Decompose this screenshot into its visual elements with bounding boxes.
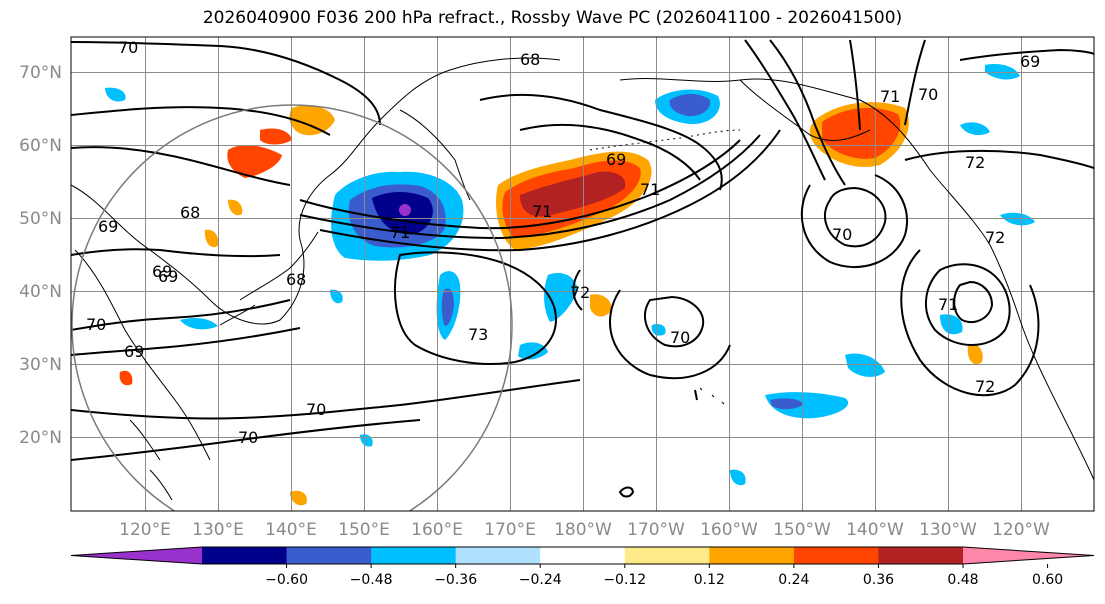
contour-label: 69: [98, 217, 118, 236]
lon-label: 170°E: [484, 520, 536, 540]
contour-label: 70: [118, 38, 138, 57]
colorbar-tick-label: −0.48: [350, 572, 393, 588]
refractivity-contours: [71, 39, 1094, 498]
colorbar-tick-label: −0.60: [265, 572, 308, 588]
contour-labels: 70 68 69 71 72 70 70 69 68 69 69 71 69 7…: [86, 38, 1040, 447]
lon-label: 130°W: [919, 520, 977, 540]
lon-label: 120°E: [119, 520, 171, 540]
contour-label: 70: [86, 315, 106, 334]
colorbar-tick-label: 0.24: [778, 572, 809, 588]
lon-label: 140°E: [265, 520, 317, 540]
contour-label: 73: [468, 325, 488, 344]
contour-label: 71: [390, 223, 410, 242]
colorbar-tick-label: −0.36: [434, 572, 477, 588]
lon-label: 160°W: [700, 520, 758, 540]
contour-label: 71: [532, 202, 552, 221]
lon-label: 150°W: [773, 520, 831, 540]
colorbar-segment: [624, 547, 710, 564]
contour-label: 69: [158, 267, 178, 286]
contour-label: 71: [640, 180, 660, 199]
colorbar-tick-label: 0.48: [947, 572, 978, 588]
colorbar: −0.60 −0.48 −0.36 −0.24 −0.12 0.12 0.24 0.36 0.4…: [70, 546, 1095, 588]
figure-title: 2026040900 F036 200 hPa refract., Rossby…: [202, 8, 903, 28]
colorbar-tick-label: −0.12: [603, 572, 646, 588]
contour-label: 71: [938, 295, 958, 314]
lon-label: 160°E: [411, 520, 463, 540]
lat-label-20n: 20°N: [19, 428, 62, 448]
contour-label: 70: [918, 85, 938, 104]
contour-label: 70: [238, 428, 258, 447]
colorbar-extend-low: [71, 547, 202, 564]
colorbar-segment: [202, 547, 288, 564]
coastlines: [71, 57, 1094, 501]
colorbar-outline: [70, 546, 1095, 565]
contour-label: 72: [570, 283, 590, 302]
colorbar-segment: [455, 547, 541, 564]
colorbar-segment: [371, 547, 457, 564]
contour-label: 68: [520, 50, 540, 69]
contour-label: 72: [975, 377, 995, 396]
contour-label: 71: [880, 87, 900, 106]
colorbar-segment: [286, 547, 372, 564]
colorbar-tick-label: 0.60: [1032, 572, 1063, 588]
lon-label: 180°W: [554, 520, 612, 540]
map-area: [71, 37, 1094, 511]
reference-circle: [71, 104, 513, 511]
colorbar-segment: [878, 547, 964, 564]
contour-label: 70: [306, 400, 326, 419]
lat-label-30n: 30°N: [19, 355, 62, 375]
lon-label: 170°W: [627, 520, 685, 540]
contour-label: 72: [985, 228, 1005, 247]
contour-label: 69: [152, 262, 172, 281]
colorbar-extend-high: [963, 547, 1094, 564]
colorbar-segment: [793, 547, 879, 564]
latitude-labels: 70°N 60°N 50°N 40°N 30°N 20°N: [19, 63, 62, 448]
colorbar-tick-label: −0.24: [519, 572, 562, 588]
lat-label-60n: 60°N: [19, 136, 62, 156]
contour-label: 72: [965, 153, 985, 172]
lon-label: 150°E: [338, 520, 390, 540]
map-frame: [70, 36, 1095, 512]
colorbar-tick-label: 0.36: [863, 572, 894, 588]
colorbar-segment: [540, 547, 626, 564]
longitude-labels: 120°E 130°E 140°E 150°E 160°E 170°E 180°…: [119, 520, 1050, 540]
contour-label: 69: [606, 150, 626, 169]
lat-label-50n: 50°N: [19, 209, 62, 229]
contour-label: 69: [124, 342, 144, 361]
contour-label: 68: [180, 203, 200, 222]
colorbar-tick-label: 0.12: [694, 572, 725, 588]
colorbar-segment: [709, 547, 795, 564]
lon-label: 120°W: [992, 520, 1050, 540]
contour-label: 70: [832, 225, 852, 244]
lat-label-40n: 40°N: [19, 282, 62, 302]
lon-label: 140°W: [846, 520, 904, 540]
lat-label-70n: 70°N: [19, 63, 62, 83]
contour-label: 69: [1020, 52, 1040, 71]
contour-label: 68: [286, 270, 306, 289]
contour-label: 70: [670, 328, 690, 347]
lon-label: 130°E: [192, 520, 244, 540]
